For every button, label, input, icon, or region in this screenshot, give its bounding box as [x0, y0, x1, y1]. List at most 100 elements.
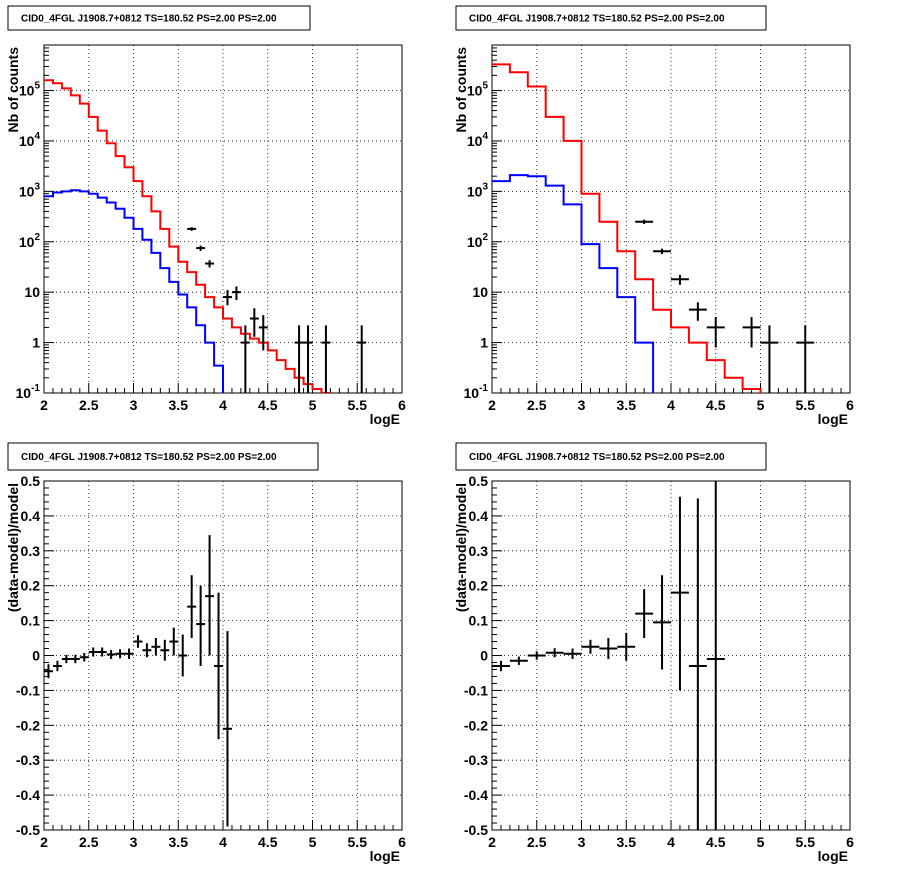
- data-point: [151, 638, 161, 656]
- x-tick-label: 5.5: [796, 397, 816, 413]
- data-point: [115, 649, 125, 659]
- y-tick-label: 0.1: [469, 613, 489, 629]
- data-point: [249, 308, 259, 337]
- y-tick-label: -0.1: [464, 682, 488, 698]
- x-tick-label: 3.5: [617, 834, 637, 850]
- data-point: [187, 575, 197, 639]
- y-tick-base: 10: [24, 284, 40, 300]
- data-point: [706, 317, 725, 348]
- y-tick-label: -0.2: [464, 717, 488, 733]
- x-axis-label: logE: [818, 848, 848, 864]
- data-point: [124, 648, 134, 659]
- data-point: [294, 325, 304, 393]
- data-point: [635, 219, 654, 225]
- x-axis-label: logE: [370, 411, 400, 427]
- data-point: [563, 648, 582, 659]
- data-point: [258, 315, 268, 351]
- data-point: [492, 660, 510, 672]
- y-tick-label: 10-1: [16, 383, 41, 401]
- data-point: [706, 481, 725, 830]
- data-point: [671, 496, 689, 691]
- y-tick-label: -0.1: [16, 682, 40, 698]
- y-tick-base: 10: [467, 234, 483, 250]
- x-tick-label: 4.5: [706, 397, 726, 413]
- y-tick-base: 10: [19, 133, 35, 149]
- chart-title: CID0_4FGL J1908.7+0812 TS=180.52 PS=2.00…: [21, 452, 277, 463]
- data-point: [196, 245, 206, 251]
- data-point: [617, 632, 636, 661]
- x-tick-label: 2: [488, 834, 496, 850]
- data-point: [196, 585, 206, 666]
- data-point: [671, 274, 689, 285]
- title-box: [455, 442, 767, 471]
- y-tick-label: 0.3: [21, 543, 41, 559]
- y-tick-label: 102: [19, 232, 41, 250]
- y-tick-label: 0.2: [469, 578, 489, 594]
- y-tick-base: 10: [16, 385, 32, 401]
- data-point: [106, 649, 116, 659]
- data-point: [142, 643, 152, 658]
- x-tick-label: 6: [846, 834, 854, 850]
- chart-title: CID0_4FGL J1908.7+0812 TS=180.52 PS=2.00…: [21, 14, 277, 25]
- x-tick-label: 6: [398, 834, 406, 850]
- data-point: [581, 639, 600, 654]
- y-tick-exponent: 4: [34, 131, 40, 142]
- data-point: [760, 325, 779, 393]
- x-tick-label: 2: [40, 834, 48, 850]
- x-tick-label: 4.5: [258, 397, 278, 413]
- data-point: [545, 648, 564, 658]
- x-tick-label: 5.5: [348, 397, 368, 413]
- y-tick-exponent: 5: [34, 81, 40, 92]
- x-tick-label: 4: [667, 397, 675, 413]
- y-tick-label: 0.4: [21, 508, 41, 524]
- data-point: [70, 654, 80, 664]
- data-point: [357, 325, 367, 393]
- panel-bottom-right: CID0_4FGL J1908.7+0812 TS=180.52 PS=2.00…: [453, 442, 854, 864]
- y-tick-label: 103: [19, 181, 41, 199]
- x-tick-label: 2: [488, 397, 496, 413]
- data-point: [599, 638, 618, 659]
- x-tick-label: 4: [667, 834, 675, 850]
- plot-area: [492, 481, 725, 830]
- y-tick-exponent: -1: [31, 383, 40, 394]
- x-tick-label: 3: [130, 834, 138, 850]
- histogram-series-1: [492, 174, 655, 393]
- data-point: [169, 627, 179, 656]
- plot-area: [492, 63, 815, 393]
- data-point: [223, 631, 232, 827]
- x-tick-label: 5: [757, 834, 765, 850]
- data-point: [653, 248, 671, 255]
- y-tick-base: 10: [472, 284, 488, 300]
- data-point: [223, 290, 232, 306]
- y-tick-label: 0: [480, 648, 488, 664]
- y-tick-label: 0.3: [469, 543, 489, 559]
- y-tick-label: 0.5: [469, 473, 489, 489]
- y-tick-base: 10: [19, 183, 35, 199]
- x-tick-label: 3: [578, 834, 586, 850]
- y-tick-base: 10: [467, 83, 483, 99]
- plot-area: [44, 79, 367, 393]
- panel-bottom-left: CID0_4FGL J1908.7+0812 TS=180.52 PS=2.00…: [5, 442, 406, 864]
- y-tick-base: 1: [32, 335, 40, 351]
- y-tick-label: 105: [19, 81, 41, 99]
- y-tick-exponent: 2: [34, 232, 40, 243]
- data-point: [205, 260, 215, 268]
- x-tick-label: 6: [846, 397, 854, 413]
- data-point: [178, 634, 188, 677]
- x-tick-label: 3: [130, 397, 138, 413]
- y-tick-base: 10: [19, 234, 35, 250]
- title-box: [455, 5, 767, 31]
- y-tick-label: 0.2: [21, 578, 41, 594]
- y-tick-label: 1: [480, 335, 488, 351]
- panel-top-left: CID0_4FGL J1908.7+0812 TS=180.52 PS=2.00…: [5, 5, 406, 427]
- histogram-series-1: [44, 189, 224, 393]
- x-tick-label: 2.5: [527, 397, 547, 413]
- data-point: [214, 592, 223, 740]
- y-tick-label: -0.4: [464, 787, 488, 803]
- x-axis-label: logE: [818, 411, 848, 427]
- y-tick-label: 1: [32, 335, 40, 351]
- data-point: [635, 589, 654, 639]
- title-box: [7, 442, 319, 471]
- histogram-series-0: [44, 79, 332, 393]
